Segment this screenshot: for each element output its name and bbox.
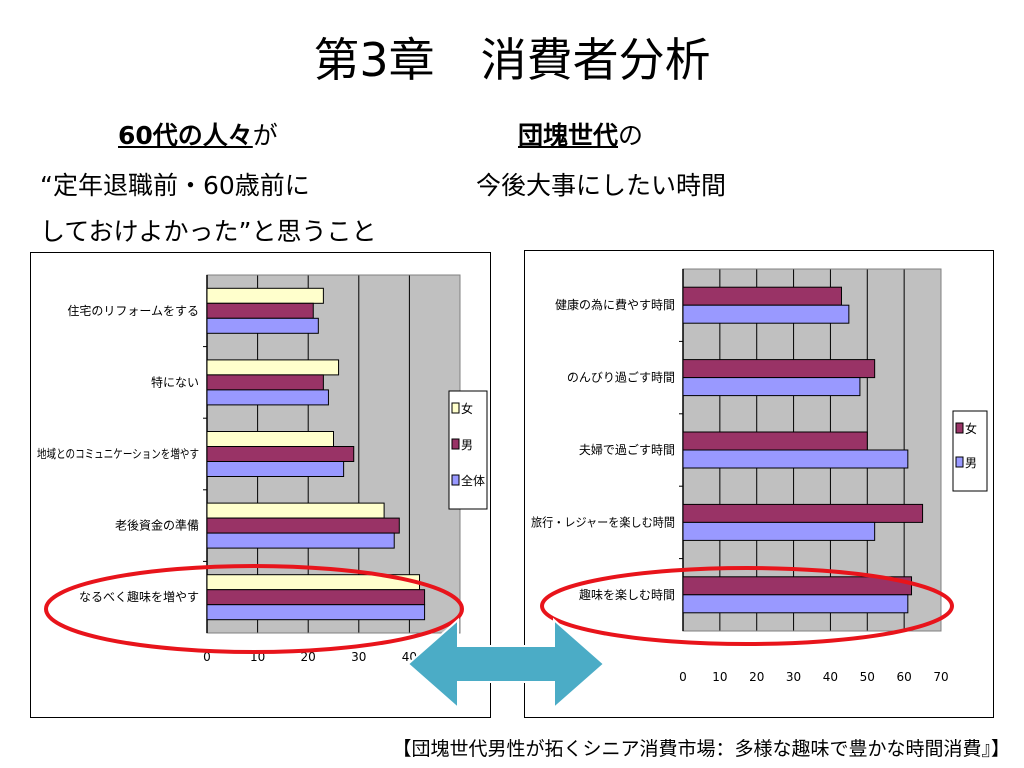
- x-tick-label: 0: [203, 650, 211, 664]
- bar: [682, 359, 876, 379]
- source-citation: 【団塊世代男性が拓くシニア消費市場：多様な趣味で豊かな時間消費』】: [392, 738, 1010, 760]
- bar: [206, 374, 324, 391]
- bar: [206, 574, 421, 591]
- x-tick-label: 20: [749, 670, 764, 684]
- bar: [682, 503, 924, 523]
- x-tick-label: 20: [301, 650, 316, 664]
- bar: [206, 589, 426, 606]
- left-bar-chart: 住宅のリフォームをする特にない地域とのコミュニケーションを増やす老後資金の準備な…: [37, 274, 488, 664]
- bar: [206, 431, 334, 447]
- bar: [206, 604, 426, 621]
- bar: [206, 532, 395, 549]
- left-heading-underlined: 60代の人々: [118, 121, 253, 150]
- category-label: 特にない: [151, 374, 199, 389]
- category-label: 地域とのコミュニケーションを増やす: [37, 447, 199, 461]
- bar: [206, 502, 385, 519]
- category-label: 旅行・レジャーを楽しむ時間: [531, 515, 675, 529]
- bar: [682, 431, 868, 451]
- legend-label: 男: [965, 456, 977, 470]
- category-label: なるべく趣味を増やす: [79, 589, 199, 604]
- right-chart-panel: 健康の為に費やす時間のんびり過ごす時間夫婦で過ごす時間旅行・レジャーを楽しむ時間…: [524, 250, 994, 718]
- bar: [682, 449, 909, 469]
- right-subheading-line2: 今後大事にしたい時間: [476, 171, 727, 200]
- category-label: 夫婦で過ごす時間: [579, 442, 675, 457]
- slide-title: 第3章 消費者分析: [313, 33, 711, 87]
- category-label: 老後資金の準備: [115, 518, 199, 533]
- legend-label: 全体: [461, 473, 485, 488]
- left-heading: 60代の人々が: [118, 116, 278, 152]
- legend-label: 女: [965, 421, 977, 436]
- bar: [206, 517, 400, 534]
- bar: [206, 302, 314, 319]
- left-chart-panel: 住宅のリフォームをする特にない地域とのコミュニケーションを増やす老後資金の準備な…: [30, 252, 491, 718]
- right-heading-underlined: 団塊世代: [518, 121, 619, 150]
- bar: [682, 521, 876, 541]
- bar: [682, 594, 909, 614]
- left-subheading-line3: しておけよかった”と思うこと: [40, 217, 377, 246]
- bar: [206, 389, 329, 406]
- x-tick-label: 10: [712, 670, 727, 684]
- right-heading: 団塊世代の: [518, 116, 643, 152]
- x-tick-label: 0: [679, 670, 687, 684]
- bar: [682, 576, 913, 596]
- legend-swatch: [955, 422, 964, 434]
- category-label: 趣味を楽しむ時間: [579, 587, 675, 602]
- bar: [682, 377, 861, 397]
- legend-swatch: [451, 438, 460, 450]
- x-tick-label: 30: [786, 670, 801, 684]
- x-tick-label: 70: [933, 670, 948, 684]
- x-tick-label: 60: [897, 670, 912, 684]
- bar: [206, 461, 345, 477]
- right-bar-chart: 健康の為に費やす時間のんびり過ごす時間夫婦で過ごす時間旅行・レジャーを楽しむ時間…: [531, 268, 988, 684]
- x-tick-label: 10: [250, 650, 265, 664]
- legend-swatch: [451, 474, 460, 486]
- x-tick-label: 40: [402, 650, 417, 664]
- x-tick-label: 40: [823, 670, 838, 684]
- category-label: 健康の為に費やす時間: [555, 297, 675, 312]
- legend-label: 女: [461, 401, 473, 416]
- bar: [206, 317, 319, 334]
- left-subheading-line2: “定年退職前・60歳前に: [40, 171, 310, 200]
- bar: [682, 304, 850, 324]
- legend-swatch: [451, 402, 460, 414]
- bar: [682, 286, 842, 306]
- legend-label: 男: [461, 438, 473, 452]
- x-tick-label: 50: [860, 670, 875, 684]
- category-label: 住宅のリフォームをする: [67, 303, 199, 318]
- legend-swatch: [955, 456, 964, 468]
- right-heading-rest: の: [618, 121, 644, 150]
- category-label: のんびり過ごす時間: [567, 370, 675, 385]
- bar: [206, 287, 324, 304]
- bar: [206, 359, 340, 376]
- left-heading-rest: が: [252, 121, 278, 150]
- x-tick-label: 30: [351, 650, 366, 664]
- bar: [206, 446, 355, 462]
